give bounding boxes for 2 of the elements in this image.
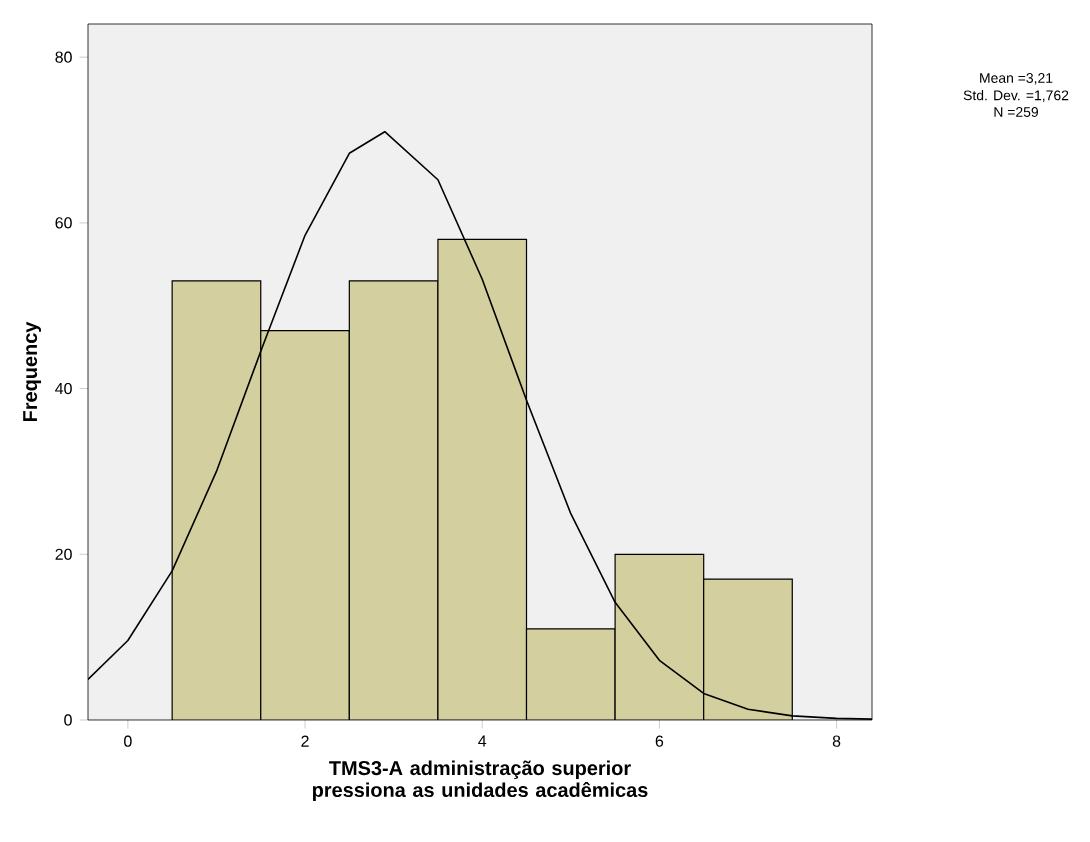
x-axis-title: TMS3-A administração superior pressiona as unidades acadêmicas <box>312 760 648 801</box>
y-axis-title: Frequency <box>23 321 42 422</box>
